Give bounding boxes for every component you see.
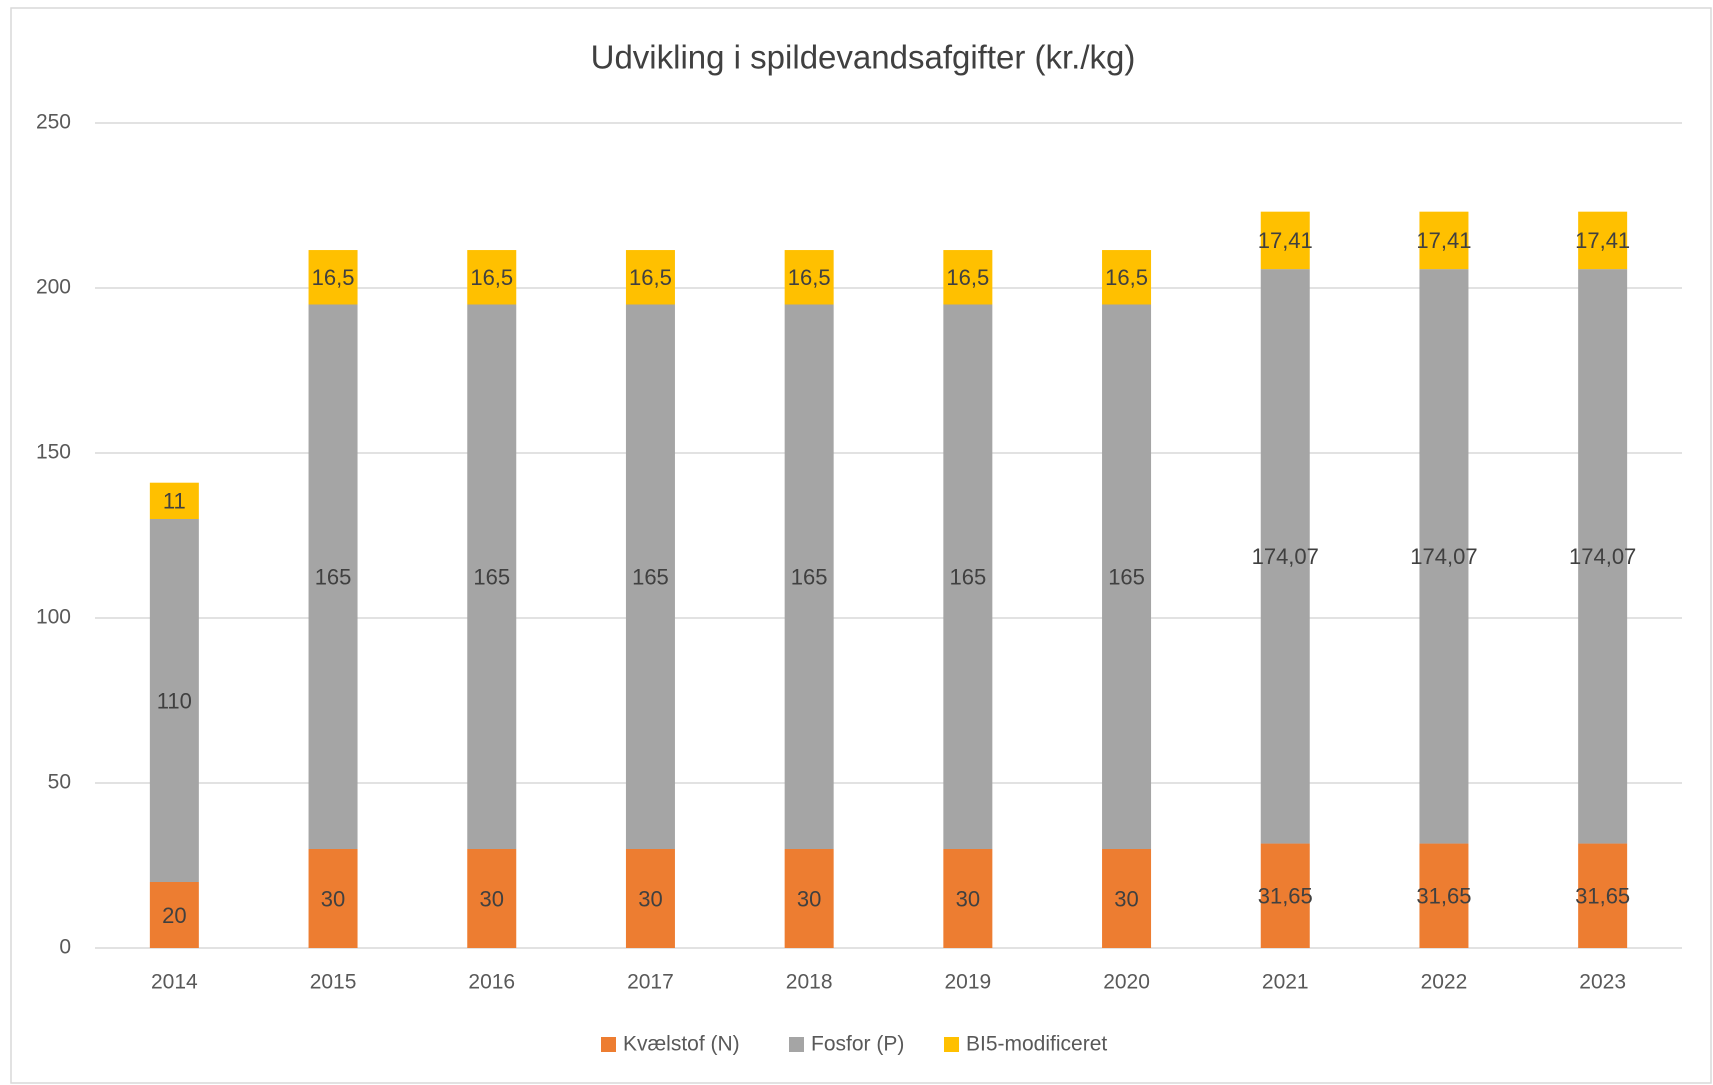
- bar-segment: [1578, 269, 1628, 844]
- data-label: 30: [480, 886, 504, 911]
- bar-segment: [1260, 843, 1310, 948]
- legend-swatch: [601, 1037, 616, 1052]
- bar-segment: [1260, 211, 1310, 270]
- bar-segment: [625, 849, 675, 948]
- data-label: 174,07: [1410, 544, 1477, 569]
- legend-label: BI5-modificeret: [966, 1033, 1107, 1056]
- bar-segment: [1260, 269, 1310, 844]
- bar-segment: [784, 250, 834, 305]
- data-label: 20: [162, 903, 186, 928]
- bar-segment: [625, 250, 675, 305]
- x-tick-label: 2021: [1262, 971, 1309, 994]
- data-label: 110: [157, 688, 192, 713]
- data-label: 31,65: [1258, 884, 1313, 909]
- y-tick-label: 50: [48, 771, 71, 794]
- data-label: 11: [163, 489, 186, 514]
- bar-segment: [467, 250, 517, 305]
- data-label: 30: [321, 886, 345, 911]
- legend-label: Fosfor (P): [811, 1033, 904, 1056]
- x-tick-label: 2022: [1421, 971, 1468, 994]
- bar-segment: [784, 304, 834, 849]
- y-tick-label: 0: [59, 936, 71, 959]
- data-label: 17,41: [1575, 228, 1630, 253]
- x-tick-label: 2020: [1103, 971, 1150, 994]
- bar-segment: [1578, 211, 1628, 270]
- bar-segment: [1102, 849, 1152, 948]
- data-label: 30: [956, 886, 980, 911]
- data-label: 31,65: [1416, 884, 1471, 909]
- bar-segment: [943, 304, 993, 849]
- x-tick-label: 2018: [786, 971, 833, 994]
- bar-segment: [308, 849, 358, 948]
- data-label: 30: [638, 886, 662, 911]
- data-label: 165: [1108, 565, 1145, 590]
- x-tick-label: 2014: [151, 971, 198, 994]
- x-tick-label: 2016: [468, 971, 515, 994]
- data-label: 17,41: [1258, 228, 1313, 253]
- bar-segment: [1102, 304, 1152, 849]
- data-label: 30: [797, 886, 821, 911]
- data-label: 174,07: [1569, 544, 1636, 569]
- x-tick-label: 2023: [1579, 971, 1626, 994]
- data-label: 16,5: [788, 265, 831, 290]
- bar-segment: [625, 304, 675, 849]
- bar-segment: [943, 250, 993, 305]
- data-label: 165: [315, 565, 352, 590]
- data-label: 31,65: [1575, 884, 1630, 909]
- data-label: 16,5: [470, 265, 513, 290]
- x-tick-label: 2019: [944, 971, 991, 994]
- data-label: 16,5: [312, 265, 355, 290]
- bar-segment: [308, 304, 358, 849]
- bar-segment: [149, 519, 199, 882]
- y-tick-label: 150: [36, 441, 71, 464]
- data-label: 165: [791, 565, 828, 590]
- x-tick-label: 2017: [627, 971, 674, 994]
- bar-segment: [784, 849, 834, 948]
- data-label: 165: [949, 565, 986, 590]
- bar-segment: [1419, 843, 1469, 948]
- bar-segment: [467, 849, 517, 948]
- y-tick-label: 250: [36, 111, 71, 134]
- bar-segment: [149, 882, 199, 948]
- bar-segment: [943, 849, 993, 948]
- data-label: 30: [1114, 886, 1138, 911]
- bar-segment: [149, 482, 199, 519]
- data-label: 16,5: [946, 265, 989, 290]
- y-tick-label: 100: [36, 606, 71, 629]
- legend-label: Kvælstof (N): [623, 1033, 740, 1056]
- bar-segment: [308, 250, 358, 305]
- data-label: 16,5: [1105, 265, 1148, 290]
- data-label: 165: [473, 565, 510, 590]
- bar-segment: [1419, 211, 1469, 270]
- bar-segment: [1102, 250, 1152, 305]
- legend-swatch: [944, 1037, 959, 1052]
- x-tick-label: 2015: [310, 971, 357, 994]
- legend-swatch: [789, 1037, 804, 1052]
- data-label: 16,5: [629, 265, 672, 290]
- data-label: 174,07: [1252, 544, 1319, 569]
- data-label: 17,41: [1416, 228, 1471, 253]
- data-label: 165: [632, 565, 669, 590]
- chart-title: Udvikling i spildevandsafgifter (kr./kg): [591, 39, 1136, 76]
- bar-segment: [467, 304, 517, 849]
- bar-segment: [1578, 843, 1628, 948]
- y-tick-label: 200: [36, 276, 71, 299]
- bar-segment: [1419, 269, 1469, 844]
